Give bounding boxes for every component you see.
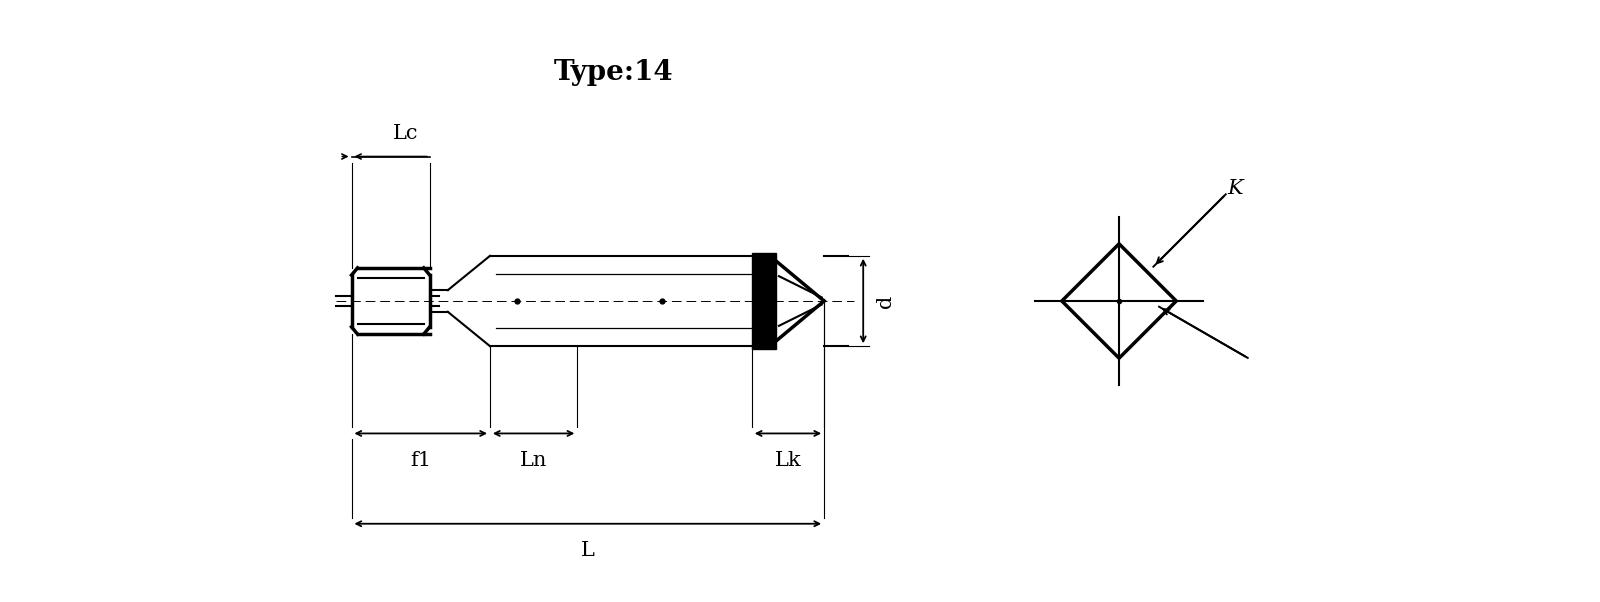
Text: d: d: [877, 294, 896, 308]
Text: K: K: [1227, 179, 1243, 198]
Text: Lk: Lk: [774, 451, 802, 470]
Polygon shape: [752, 253, 776, 349]
Text: f1: f1: [410, 451, 432, 470]
Text: L: L: [581, 541, 595, 560]
Text: Type:14: Type:14: [554, 59, 674, 85]
Text: Lc: Lc: [394, 124, 419, 143]
Text: Ln: Ln: [520, 451, 547, 470]
